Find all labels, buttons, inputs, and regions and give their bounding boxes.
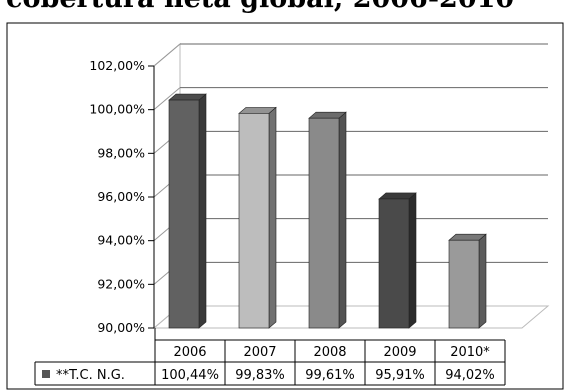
y-tick-label: 90,00% (97, 320, 145, 335)
data-table-value: 94,02% (445, 368, 495, 383)
y-tick-label: 94,00% (97, 233, 145, 248)
data-table-value: 99,83% (235, 368, 285, 383)
legend-swatch (42, 370, 50, 378)
bar-top (448, 233, 487, 241)
data-table-value: 95,91% (375, 368, 425, 383)
gridline-side (153, 87, 181, 111)
bar-side (268, 106, 277, 329)
y-tick-label: 100,00% (89, 102, 145, 117)
chart-title: cobertura neta global, 2006-2010 (6, 0, 514, 14)
bar-side (198, 93, 207, 329)
bar (448, 239, 480, 329)
y-tick-label: 92,00% (97, 276, 145, 291)
bar (308, 117, 340, 329)
bar-top (308, 111, 347, 119)
bar (238, 113, 270, 329)
bar-side (338, 111, 347, 329)
gridline-side (153, 43, 181, 67)
legend-series-name: **T.C. N.G. (56, 368, 125, 383)
x-category-label: 2006 (173, 345, 206, 360)
y-tick-label: 96,00% (97, 189, 145, 204)
bar-top (378, 192, 417, 200)
bar (378, 198, 410, 329)
bar-top (238, 107, 277, 114)
x-category-label: 2007 (243, 345, 276, 360)
bar-side (478, 233, 487, 329)
data-table-value: 99,61% (305, 368, 355, 383)
x-category-label: 2009 (383, 345, 416, 360)
bar-side (408, 192, 417, 329)
y-tick-label: 102,00% (89, 58, 145, 73)
bar (168, 99, 200, 329)
floor (152, 305, 550, 329)
x-category-label: 2010* (450, 345, 490, 360)
bar-top (168, 93, 207, 101)
x-category-label: 2008 (313, 345, 346, 360)
y-tick-label: 98,00% (97, 145, 145, 160)
data-table-value: 100,44% (161, 368, 219, 383)
chart-border (6, 22, 564, 390)
